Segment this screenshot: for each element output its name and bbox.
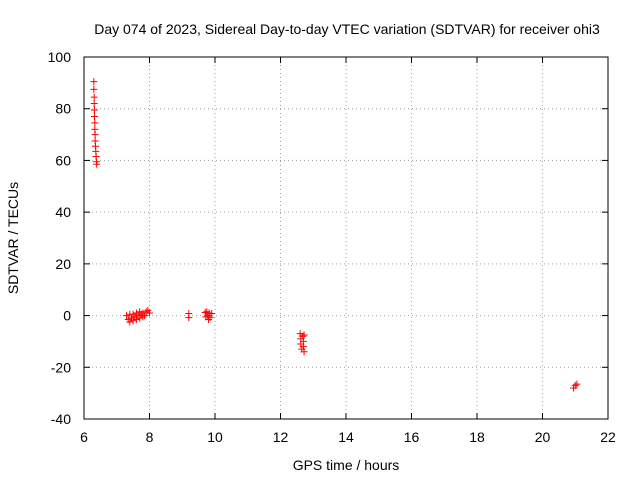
data-point <box>91 131 99 139</box>
x-tick-label: 16 <box>404 429 420 445</box>
data-points <box>90 78 581 392</box>
data-point <box>90 93 98 101</box>
data-point <box>206 314 214 322</box>
y-tick-label: 40 <box>55 204 71 220</box>
data-point <box>129 317 137 325</box>
data-point <box>208 310 216 318</box>
data-point <box>299 332 307 340</box>
data-point <box>146 309 153 317</box>
data-point <box>204 315 212 323</box>
y-axis-label: SDTVAR / TECUs <box>5 182 21 294</box>
data-point <box>142 308 150 316</box>
x-tick-label: 18 <box>469 429 485 445</box>
x-tick-label: 22 <box>600 429 616 445</box>
data-point <box>300 331 308 339</box>
data-point <box>185 314 193 322</box>
x-tick-label: 20 <box>535 429 551 445</box>
data-point <box>136 314 144 322</box>
data-point <box>123 312 131 320</box>
y-tick-label: -20 <box>51 359 71 375</box>
data-point <box>90 106 98 114</box>
data-point <box>90 100 98 108</box>
data-point <box>299 337 307 345</box>
x-tick-label: 6 <box>80 429 88 445</box>
x-tick-label: 14 <box>338 429 354 445</box>
x-tick-label: 8 <box>146 429 154 445</box>
y-axis-ticks: -40 -20 0 20 40 60 80 100 <box>48 49 608 427</box>
x-tick-label: 12 <box>273 429 289 445</box>
y-tick-label: 0 <box>63 308 71 324</box>
data-point <box>93 160 101 168</box>
y-tick-label: -40 <box>51 411 71 427</box>
y-tick-label: 100 <box>48 49 72 65</box>
data-point <box>126 318 134 326</box>
data-point <box>90 78 98 86</box>
data-point <box>91 119 99 127</box>
data-point <box>573 380 581 388</box>
x-axis-ticks: 6 8 10 12 14 16 18 20 22 <box>80 57 616 445</box>
data-point <box>90 85 98 93</box>
x-axis-label: GPS time / hours <box>293 457 400 473</box>
data-point <box>132 315 140 323</box>
y-tick-label: 80 <box>55 101 71 117</box>
data-point <box>90 112 98 120</box>
grid <box>84 57 608 419</box>
data-point <box>571 381 579 389</box>
x-tick-label: 10 <box>207 429 223 445</box>
y-tick-label: 20 <box>55 256 71 272</box>
data-point <box>141 312 149 320</box>
data-point <box>300 348 308 356</box>
chart-title: Day 074 of 2023, Sidereal Day-to-day VTE… <box>94 21 600 37</box>
y-tick-label: 60 <box>55 152 71 168</box>
